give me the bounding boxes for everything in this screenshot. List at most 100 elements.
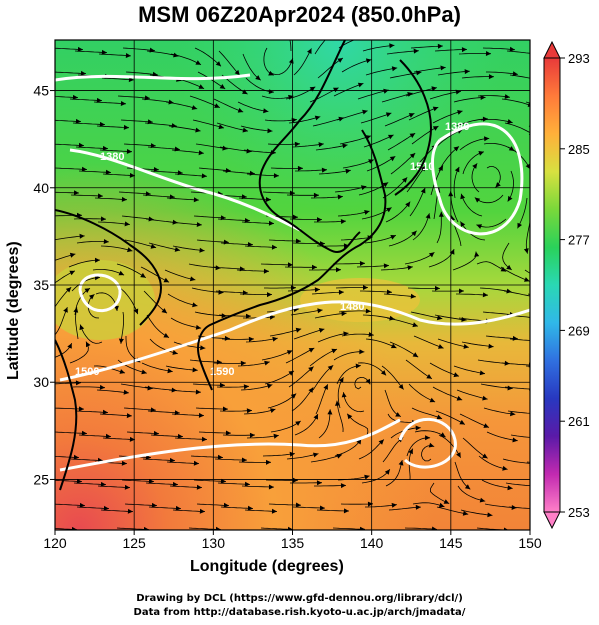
streamline xyxy=(385,201,411,223)
streamline xyxy=(380,266,413,271)
streamline-arrowhead xyxy=(365,58,372,64)
streamline xyxy=(438,434,462,458)
streamline xyxy=(460,193,483,217)
streamline xyxy=(264,119,297,122)
streamline xyxy=(295,169,328,172)
streamline-arrowhead xyxy=(313,414,318,420)
streamline-arrowhead xyxy=(426,374,432,379)
streamline xyxy=(76,241,109,244)
streamline xyxy=(220,242,254,246)
streamline-arrowhead xyxy=(292,214,298,220)
streamline xyxy=(458,53,492,55)
x-tick-label: 135 xyxy=(281,535,305,551)
streamline xyxy=(506,50,530,54)
streamline xyxy=(500,266,530,282)
streamline-arrowhead xyxy=(464,484,471,490)
streamline xyxy=(287,289,321,292)
streamline xyxy=(346,413,369,436)
streamline xyxy=(262,191,296,194)
x-tick-label: 140 xyxy=(360,535,384,551)
streamline xyxy=(525,221,530,254)
streamline-arrowhead xyxy=(395,412,401,417)
streamline xyxy=(309,534,341,536)
streamline xyxy=(311,291,344,295)
streamline-arrowhead xyxy=(102,409,108,415)
streamline-arrowhead xyxy=(525,163,530,170)
streamline xyxy=(438,146,460,172)
streamline-arrowhead xyxy=(287,526,293,530)
streamline-arrowhead xyxy=(364,210,370,215)
streamline xyxy=(92,269,125,276)
streamline xyxy=(429,90,462,100)
axis-ticks: 120 125 130 135 140 145 150 25 30 35 40 45 xyxy=(33,83,541,551)
streamline xyxy=(453,166,460,199)
streamline-arrowhead xyxy=(295,327,302,333)
streamline xyxy=(220,506,254,509)
streamline-arrowhead xyxy=(124,484,130,490)
streamline xyxy=(389,71,422,79)
streamline xyxy=(382,177,408,199)
streamline-arrowhead xyxy=(80,70,86,76)
streamline-arrowhead xyxy=(140,272,146,278)
streamline-arrowhead xyxy=(438,344,444,349)
streamline-arrowhead xyxy=(148,478,154,484)
streamline-arrowhead xyxy=(523,248,529,254)
streamline-arrowhead xyxy=(530,294,535,299)
streamline xyxy=(517,197,528,229)
streamline-arrowhead xyxy=(81,430,87,436)
streamline-arrowhead xyxy=(118,338,124,344)
streamline-arrowhead xyxy=(97,193,103,199)
streamline xyxy=(193,215,226,219)
streamline xyxy=(73,218,107,220)
streamline xyxy=(173,341,206,349)
streamline-arrowhead xyxy=(267,292,272,298)
streamline xyxy=(357,362,387,376)
streamline xyxy=(118,191,151,195)
streamline-arrowhead xyxy=(341,392,347,398)
streamline-arrowhead xyxy=(443,499,450,504)
streamline-arrowhead xyxy=(367,501,373,507)
streamline-arrowhead xyxy=(198,412,204,418)
streamline-arrowhead xyxy=(234,69,240,76)
streamline-arrowhead xyxy=(500,266,507,272)
streamline xyxy=(212,266,245,270)
streamline-arrowhead xyxy=(507,119,513,124)
streamline-arrowhead xyxy=(343,243,349,249)
streamline-arrowhead xyxy=(307,48,312,54)
streamline xyxy=(290,309,323,316)
streamline-arrowhead xyxy=(389,156,396,162)
colorbar-tick-label: 293 xyxy=(568,51,590,66)
streamline-arrowhead xyxy=(534,315,539,320)
streamline xyxy=(97,485,131,488)
streamline xyxy=(55,307,68,336)
streamline xyxy=(260,263,293,266)
streamline-arrowhead xyxy=(167,368,173,374)
streamline xyxy=(79,324,103,344)
streamline-arrowhead xyxy=(408,448,413,455)
streamline-arrowhead xyxy=(196,484,202,490)
streamline xyxy=(314,312,347,319)
streamline xyxy=(358,182,389,196)
streamline xyxy=(218,314,251,317)
streamline-arrowhead xyxy=(69,252,76,258)
streamline-arrowhead xyxy=(538,436,543,441)
streamline-arrowhead xyxy=(383,263,389,269)
streamline-arrowhead xyxy=(331,348,337,354)
streamline-arrowhead xyxy=(270,408,276,413)
contour-label: 1480 xyxy=(340,301,364,313)
streamline-arrowhead xyxy=(223,406,228,412)
contour-line xyxy=(59,418,401,472)
streamline xyxy=(502,458,530,464)
streamline-arrowhead xyxy=(78,142,84,148)
streamline xyxy=(459,138,490,151)
streamline xyxy=(285,86,316,100)
streamline-arrowhead xyxy=(172,481,178,487)
streamline-arrowhead xyxy=(73,307,79,313)
streamline-arrowhead xyxy=(123,124,129,130)
streamline-arrowhead xyxy=(263,268,269,274)
streamline xyxy=(69,341,89,364)
streamline-arrowhead xyxy=(409,133,416,138)
streamline-arrowhead xyxy=(459,419,465,425)
streamline-arrowhead xyxy=(193,197,199,203)
streamline xyxy=(216,385,250,388)
